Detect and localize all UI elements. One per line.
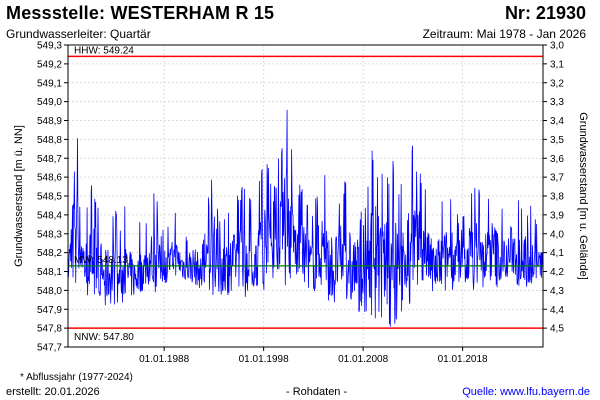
y-tick-label: 547,8 [37,324,62,335]
y-tick-label: 548,5 [37,192,62,203]
series-line [67,109,544,327]
right-y-tick-label: 4,5 [550,324,564,335]
y-tick-label: 547,7 [37,343,62,354]
y-tick-label: 547,9 [37,305,62,316]
y-tick-label: 548,1 [37,267,62,278]
period-label: Zeitraum: Mai 1978 - Jan 2026 [422,27,586,41]
y-tick-label: 548,4 [37,210,62,221]
source-link[interactable]: Quelle: www.lfu.bayern.de [462,386,590,398]
aquifer-label: Grundwasserleiter: Quartär [6,27,151,41]
right-y-tick-label: 4,2 [550,267,564,278]
y-tick-label: 548,6 [37,173,62,184]
y-tick-label: 549,2 [37,59,62,70]
right-y-axis-title: Grundwasserstand [m u. Gelände] [577,112,589,280]
reference-label-hhw: HHW: 549.24 [74,45,134,56]
station-number: Nr: 21930 [504,3,586,23]
right-y-tick-label: 3,0 [550,41,564,52]
y-tick-label: 548,0 [37,286,62,297]
y-tick-label: 549,3 [37,41,62,52]
x-tick-label: 01.01.2008 [338,354,388,365]
y-tick-label: 548,9 [37,116,62,127]
reference-label-mw: MW: 548.13 [74,255,128,266]
right-y-tick-label: 4,3 [550,286,564,297]
y-tick-label: 548,3 [37,229,62,240]
x-tick-label: 01.01.2018 [438,354,488,365]
plot-frame [67,44,544,348]
y-tick-label: 548,8 [37,135,62,146]
right-y-tick-label: 3,9 [550,210,564,221]
station-title: Messstelle: WESTERHAM R 15 [6,3,275,23]
x-tick-label: 01.01.1988 [139,354,189,365]
right-y-tick-label: 4,0 [550,229,564,240]
right-y-tick-label: 3,4 [550,116,564,127]
y-axis-title: Grundwasserstand [m ü. NN] [13,125,25,267]
y-tick-label: 548,2 [37,248,62,259]
right-y-tick-label: 3,8 [550,192,564,203]
y-tick-label: 549,0 [37,97,62,108]
reference-label-nnw: NNW: 547.80 [74,332,134,343]
right-y-tick-label: 4,4 [550,305,564,316]
right-y-tick-label: 3,5 [550,135,564,146]
right-y-tick-label: 4,1 [550,248,564,259]
right-y-tick-label: 3,7 [550,173,564,184]
y-tick-label: 548,7 [37,154,62,165]
raw-data-label: - Rohdaten - [286,386,348,398]
y-tick-label: 549,1 [37,78,62,89]
created-date: erstellt: 20.01.2026 [6,386,100,398]
x-tick-label: 01.01.1998 [239,354,289,365]
right-y-tick-label: 3,2 [550,78,564,89]
right-y-tick-label: 3,6 [550,154,564,165]
footnote: * Abflussjahr (1977-2024) [20,372,133,383]
right-y-tick-label: 3,3 [550,97,564,108]
right-y-tick-label: 3,1 [550,59,564,70]
